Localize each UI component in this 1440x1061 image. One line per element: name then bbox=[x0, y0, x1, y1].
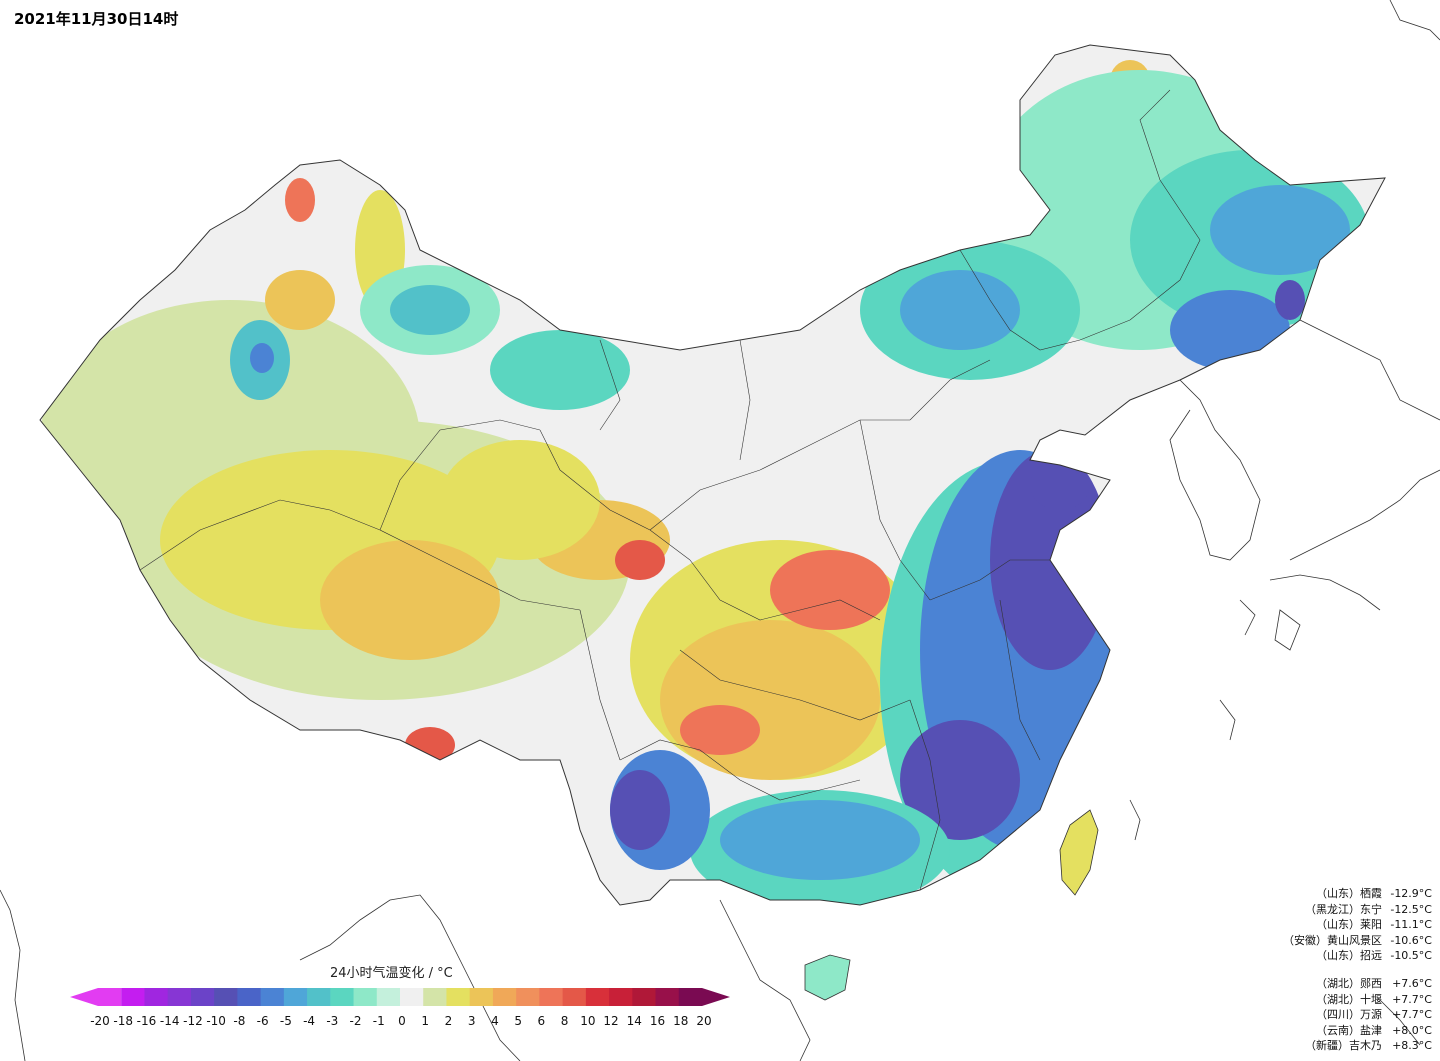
legend-tick-label: 1 bbox=[421, 1014, 430, 1028]
station-value: +7.6°C bbox=[1392, 977, 1432, 990]
station-row: （黑龙江）东宁 -12.5°C bbox=[1262, 902, 1432, 918]
legend-color-swatch bbox=[492, 988, 517, 1006]
station-value: +7.7°C bbox=[1392, 1008, 1432, 1021]
legend-color-swatch bbox=[214, 988, 238, 1006]
legend-color-swatch bbox=[144, 988, 169, 1006]
station-value: -12.5°C bbox=[1390, 902, 1432, 916]
legend-color-swatch bbox=[376, 988, 401, 1006]
station-name: （新疆）吉木乃 bbox=[1305, 1039, 1382, 1052]
legend-color-swatch bbox=[260, 988, 285, 1006]
legend-tick-label: -8 bbox=[233, 1014, 246, 1028]
station-name: （安徽）黄山风景区 bbox=[1283, 933, 1382, 947]
legend-color-swatch bbox=[678, 988, 730, 1006]
legend-tick-label: 4 bbox=[491, 1014, 499, 1028]
legend-tick-label: -20 bbox=[90, 1014, 110, 1028]
legend-tick-label: 16 bbox=[649, 1014, 666, 1028]
station-row: （山东）莱阳 -11.1°C bbox=[1262, 917, 1432, 933]
station-row: （四川）万源 +7.7°C bbox=[1262, 1007, 1432, 1023]
station-name: （山东）栖霞 bbox=[1316, 887, 1382, 900]
legend-color-swatch bbox=[353, 988, 378, 1006]
legend-color-swatch bbox=[283, 988, 308, 1006]
legend-color-swatch bbox=[190, 988, 215, 1006]
legend-color-swatch bbox=[609, 988, 633, 1006]
legend-tick-label: -4 bbox=[303, 1014, 316, 1028]
legend-tick-label: -12 bbox=[183, 1014, 203, 1028]
legend-tick-label: -1 bbox=[372, 1014, 385, 1028]
legend-tick-label: 3 bbox=[467, 1014, 476, 1028]
legend-tick-label: 20 bbox=[696, 1014, 712, 1028]
legend-tick-label: -16 bbox=[136, 1014, 157, 1028]
station-name: （四川）万源 bbox=[1316, 1008, 1382, 1021]
legend-tick-label: 5 bbox=[514, 1014, 522, 1028]
station-row: （湖北）十堰 +7.7°C bbox=[1262, 992, 1432, 1008]
legend-tick-label: -3 bbox=[326, 1014, 339, 1028]
legend-color-swatch bbox=[423, 988, 447, 1006]
legend-tick-label: 0 bbox=[398, 1014, 406, 1028]
legend-color-swatch bbox=[167, 988, 192, 1006]
legend-color-swatch bbox=[632, 988, 657, 1006]
legend-color-swatch bbox=[655, 988, 680, 1006]
legend-ticks: -20 -18 -16 -14 -12 -10 -8 -6 -5 -4 -3 -2 -1 0 1 2 3 4 5 6 8… bbox=[70, 1014, 730, 1032]
country-outline bbox=[39, 44, 1386, 906]
station-name: （湖北）郧西 bbox=[1316, 977, 1382, 990]
legend-color-swatch bbox=[539, 988, 564, 1006]
station-name: （云南）盐津 bbox=[1316, 1023, 1382, 1037]
legend-color-swatch bbox=[516, 988, 540, 1006]
legend-tick-label: -18 bbox=[113, 1014, 134, 1028]
station-row: （云南）盐津 +8.0°C bbox=[1262, 1023, 1432, 1039]
legend-tick-label: -2 bbox=[349, 1014, 362, 1028]
station-value: -10.6°C bbox=[1390, 933, 1432, 947]
station-value: +7.7°C bbox=[1392, 992, 1432, 1006]
legend-color-swatch bbox=[237, 988, 262, 1006]
legend-color-swatch bbox=[585, 988, 610, 1006]
station-name: （山东）招远 bbox=[1316, 949, 1382, 962]
station-row: （新疆）吉木乃 +8.3°C bbox=[1262, 1038, 1432, 1054]
legend-colorbar bbox=[70, 988, 730, 1006]
station-row: （湖北）郧西 +7.6°C bbox=[1262, 976, 1432, 992]
station-value: -11.1°C bbox=[1390, 918, 1432, 931]
legend-color-swatch bbox=[330, 988, 355, 1006]
station-name: （湖北）十堰 bbox=[1316, 992, 1382, 1006]
legend-tick-label: 12 bbox=[603, 1014, 619, 1028]
legend-tick-label: 2 bbox=[444, 1014, 453, 1028]
legend-color-swatch bbox=[562, 988, 587, 1006]
legend-color-swatch bbox=[446, 988, 471, 1006]
station-row: （安徽）黄山风景区 -10.6°C bbox=[1262, 933, 1432, 949]
station-name: （黑龙江）东宁 bbox=[1305, 902, 1382, 916]
legend-tick-label: -14 bbox=[159, 1014, 180, 1028]
legend-tick-label: -6 bbox=[256, 1014, 269, 1028]
legend-tick-label: 8 bbox=[560, 1014, 569, 1028]
legend-tick-label: 10 bbox=[580, 1014, 596, 1028]
station-value: +8.3°C bbox=[1392, 1039, 1432, 1052]
legend-tick-label: -5 bbox=[279, 1014, 292, 1028]
taiwan-island bbox=[1059, 809, 1099, 896]
station-value: +8.0°C bbox=[1392, 1023, 1432, 1037]
top-rises-list: （湖北）郧西 +7.6°C （湖北）十堰 +7.7°C （四川）万源 +7.7°C （云南）… bbox=[1262, 976, 1432, 1054]
province-borders bbox=[139, 89, 1201, 891]
legend-color-swatch bbox=[469, 988, 494, 1006]
station-row: （山东）栖霞 -12.9°C bbox=[1262, 886, 1432, 902]
top-drops-list: （山东）栖霞 -12.9°C （黑龙江）东宁 -12.5°C （山东）莱阳 -11.1°C… bbox=[1262, 886, 1432, 964]
legend-tick-label: 18 bbox=[673, 1014, 689, 1028]
hainan-island bbox=[804, 954, 851, 1001]
legend-color-swatch bbox=[70, 988, 122, 1006]
station-value: -10.5°C bbox=[1390, 949, 1432, 962]
legend-tick-label: 14 bbox=[626, 1014, 642, 1028]
legend-color-swatch bbox=[307, 988, 331, 1006]
map-timestamp: 2021年11月30日14时 bbox=[14, 10, 179, 28]
legend-color-swatch bbox=[400, 988, 424, 1006]
legend-tick-label: 6 bbox=[537, 1014, 546, 1028]
legend-color-swatch bbox=[121, 988, 145, 1006]
legend-title: 24小时气温变化 / °C bbox=[330, 966, 453, 981]
station-row: （山东）招远 -10.5°C bbox=[1262, 948, 1432, 964]
station-value: -12.9°C bbox=[1390, 887, 1432, 900]
station-name: （山东）莱阳 bbox=[1316, 918, 1382, 931]
legend-tick-label: -10 bbox=[206, 1014, 226, 1028]
